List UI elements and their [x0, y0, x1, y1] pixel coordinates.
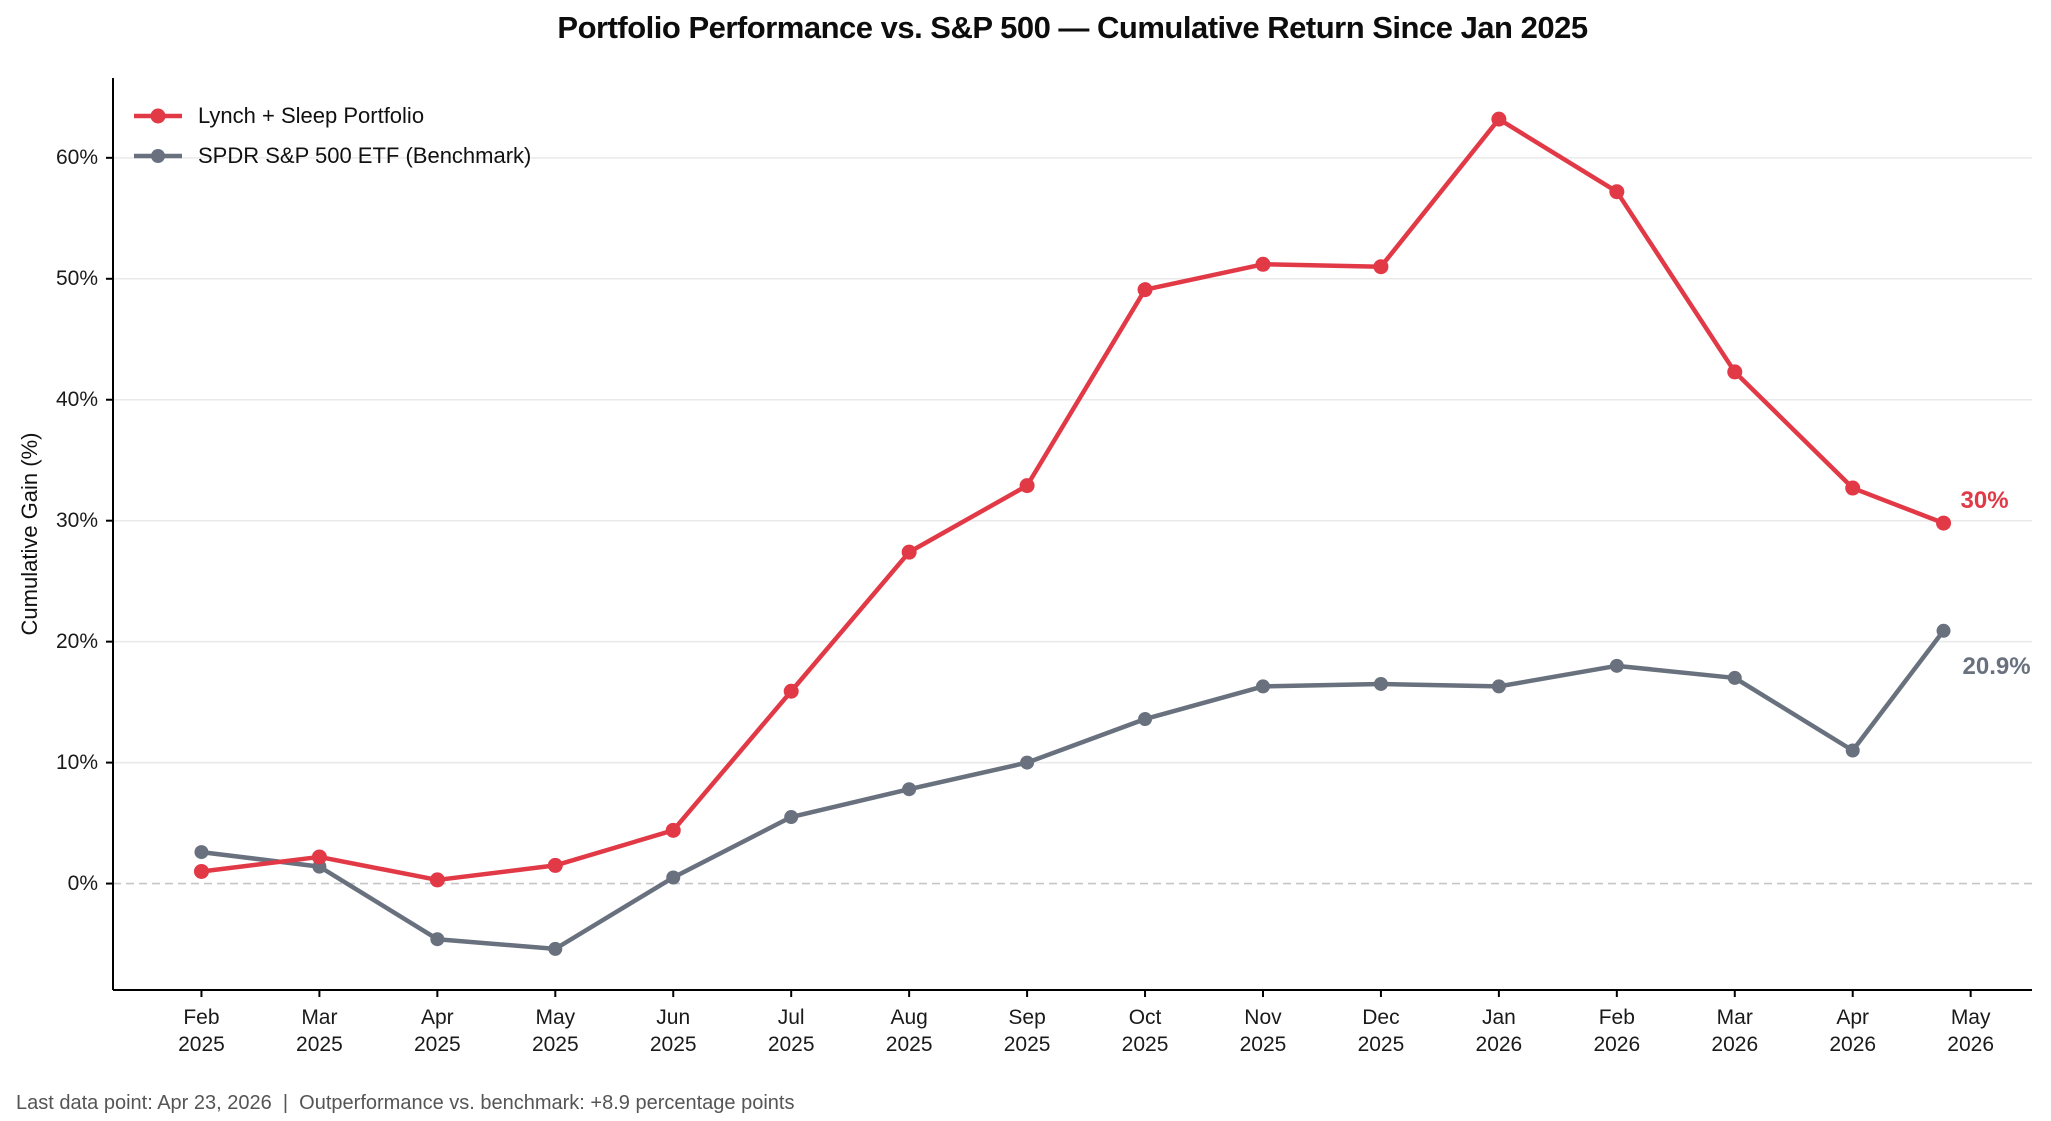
x-tick-label: May 2025: [531, 1006, 579, 1056]
benchmark-point: [548, 941, 563, 956]
portfolio-line-marker-icon: [134, 108, 182, 124]
portfolio-point: [665, 822, 681, 838]
benchmark-point: [1255, 679, 1270, 694]
portfolio-point: [1609, 184, 1625, 200]
benchmark-line-marker-icon: [134, 149, 182, 163]
portfolio-point: [1373, 259, 1389, 275]
portfolio-point: [783, 683, 799, 699]
legend-item-portfolio: Lynch + Sleep Portfolio: [132, 99, 531, 133]
y-tick-label: 10%: [55, 750, 98, 774]
benchmark-point: [1491, 679, 1506, 694]
x-tick-label: Jul 2025: [767, 1006, 815, 1056]
portfolio-point: [193, 863, 209, 879]
benchmark-point: [1138, 712, 1153, 727]
benchmark-point: [666, 870, 681, 885]
legend-label-portfolio: Lynch + Sleep Portfolio: [198, 103, 425, 128]
portfolio-line: [199, 116, 1946, 883]
benchmark-line: [199, 628, 1946, 952]
x-tick-label: Jun 2025: [649, 1006, 697, 1056]
x-tick-label: Nov 2025: [1239, 1006, 1287, 1056]
legend-item-benchmark: SPDR S&P 500 ETF (Benchmark): [132, 139, 531, 173]
portfolio-end-label: 30%: [1960, 487, 2009, 515]
chart-title: Portfolio Performance vs. S&P 500 — Cumu…: [557, 10, 1588, 45]
portfolio-point: [1845, 480, 1861, 496]
benchmark-point: [1020, 755, 1035, 770]
y-tick-label: 0%: [67, 871, 98, 895]
x-tick-label: Mar 2025: [296, 1006, 343, 1056]
portfolio-point: [311, 849, 327, 865]
benchmark-point: [430, 932, 445, 947]
y-tick-label: 40%: [55, 387, 98, 411]
benchmark-point: [1727, 670, 1742, 685]
x-tick-label: Feb 2026: [1593, 1006, 1641, 1056]
y-tick-label: 30%: [55, 508, 98, 532]
x-tick-label: May 2026: [1947, 1006, 1995, 1056]
portfolio-point: [547, 857, 563, 873]
x-tick-label: Aug 2025: [885, 1006, 933, 1056]
x-tick-label: Mar 2026: [1711, 1006, 1759, 1056]
portfolio-point: [901, 544, 917, 560]
portfolio-point: [1255, 256, 1271, 272]
benchmark-end-label: 20.9%: [1962, 652, 2031, 680]
x-tick-label: Sep 2025: [1003, 1006, 1051, 1056]
legend: Lynch + Sleep Portfolio SPDR S&P 500 ETF…: [132, 99, 531, 173]
y-tick-label: 60%: [55, 145, 98, 169]
y-tick-label: 50%: [55, 266, 98, 290]
portfolio-point: [429, 872, 445, 888]
x-tick-label: Dec 2025: [1357, 1006, 1405, 1056]
x-tick-label: Oct 2025: [1121, 1006, 1169, 1056]
benchmark-point: [784, 810, 799, 825]
benchmark-point: [1609, 658, 1624, 673]
benchmark-point: [1936, 623, 1951, 638]
benchmark-point: [1845, 743, 1860, 758]
x-tick-label: Apr 2026: [1829, 1006, 1877, 1056]
portfolio-point: [1727, 364, 1743, 380]
legend-label-benchmark: SPDR S&P 500 ETF (Benchmark): [198, 143, 532, 168]
x-tick-label: Jan 2026: [1475, 1006, 1523, 1056]
benchmark-point: [1373, 676, 1388, 691]
y-tick-label: 20%: [55, 629, 98, 653]
x-tick-label: Apr 2025: [413, 1006, 461, 1056]
portfolio-point: [1936, 515, 1952, 531]
x-tick-label: Feb 2025: [178, 1006, 225, 1056]
benchmark-point: [902, 782, 917, 797]
portfolio-point: [1019, 478, 1035, 494]
portfolio-point: [1137, 282, 1153, 298]
benchmark-point: [194, 845, 209, 860]
portfolio-point: [1491, 111, 1507, 127]
footer-note: Last data point: Apr 23, 2026 | Outperfo…: [16, 1092, 795, 1114]
